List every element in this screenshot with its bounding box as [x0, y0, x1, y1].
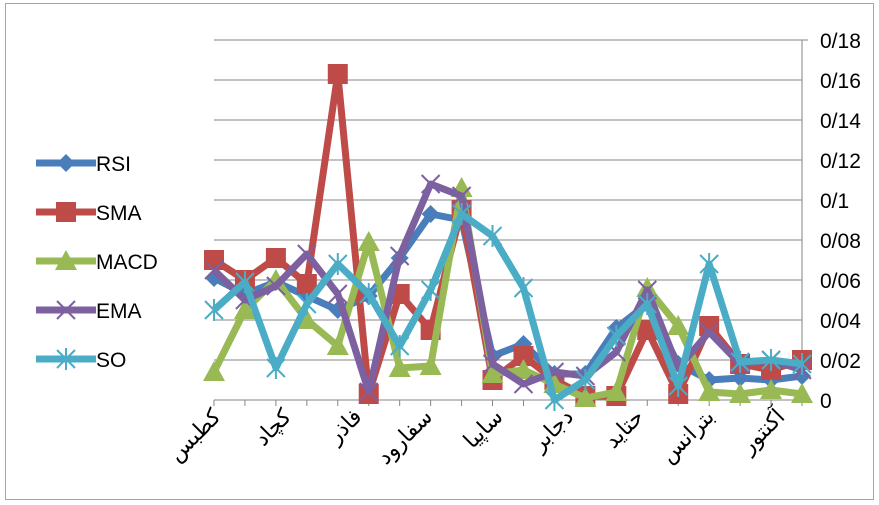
so-point — [761, 349, 781, 371]
macd-point — [357, 231, 380, 251]
x-tick-label: آكنتور — [734, 403, 791, 460]
ema-point — [266, 276, 286, 296]
macd-point — [760, 379, 783, 399]
macd-point — [605, 381, 628, 401]
so-line — [211, 210, 803, 404]
so-point — [204, 299, 224, 321]
so-point — [297, 293, 317, 315]
macd-point — [791, 383, 813, 403]
ema-point — [482, 354, 503, 374]
ema-point — [297, 244, 317, 264]
legend-label: EMA — [96, 300, 142, 323]
rsi-point — [421, 205, 440, 223]
macd-point — [698, 381, 721, 401]
sma-point — [513, 346, 534, 366]
x-tick-label: كچاد — [249, 403, 296, 450]
so-point — [730, 351, 750, 373]
macd-point — [233, 299, 256, 319]
x-tick-label: بترانس — [655, 404, 719, 468]
so-point — [513, 277, 534, 299]
legend-entry-sma: SMA — [36, 202, 142, 225]
so-point — [792, 353, 812, 375]
ema-point — [359, 382, 379, 402]
macd-point — [203, 361, 225, 381]
series-group — [203, 64, 813, 411]
so-point — [328, 253, 348, 275]
legend-marker — [56, 300, 76, 320]
so-point — [637, 293, 657, 315]
x-tick-label: ساپيا — [458, 404, 508, 454]
sma-point — [327, 64, 348, 84]
y-tick-label: 0/02 — [820, 350, 861, 373]
ema-point — [389, 246, 410, 266]
so-point — [420, 279, 441, 301]
legend-label: SO — [96, 349, 126, 372]
legend-marker — [55, 250, 77, 270]
so-point — [699, 253, 719, 275]
ema-point — [513, 374, 534, 394]
so-point — [482, 225, 503, 247]
so-point — [389, 335, 410, 357]
so-point — [606, 325, 627, 347]
y-tick-label: 0/04 — [820, 310, 861, 333]
y-tick-label: 0/12 — [820, 150, 861, 173]
ema-point — [451, 186, 472, 206]
ema-point — [204, 260, 224, 280]
legend-label: SMA — [96, 202, 142, 225]
legend-entry-ema: EMA — [36, 300, 142, 323]
series-so — [204, 203, 812, 411]
macd-point — [388, 357, 411, 377]
legend-marker — [56, 202, 76, 222]
macd-point — [574, 387, 597, 407]
x-tick-label: فاذر — [322, 404, 368, 450]
y-tick-label: 0/06 — [820, 270, 861, 293]
ema-point — [420, 174, 441, 194]
y-tick-label: 0/1 — [820, 190, 849, 213]
macd-point — [295, 309, 318, 329]
macd-point — [729, 383, 752, 403]
so-point — [359, 283, 379, 305]
chart-frame — [5, 3, 874, 500]
x-tick-label: حتايد — [599, 404, 648, 453]
y-tick-label: 0/18 — [820, 30, 861, 53]
ema-point — [328, 284, 348, 304]
legend-label: MACD — [96, 251, 158, 274]
so-point — [668, 375, 688, 397]
macd-point — [326, 335, 349, 355]
macd-point — [512, 359, 535, 379]
legend-entry-macd: MACD — [36, 250, 158, 274]
x-tick-label: كطبس — [163, 403, 226, 466]
so-point — [575, 369, 596, 391]
y-axis-ticks: 0 0/02 0/04 0/06 0/08 0/1 0/12 0/14 0/16 0/18 — [820, 30, 861, 413]
sma-point — [204, 250, 224, 270]
legend-entry-so: SO — [36, 348, 126, 372]
so-point — [266, 357, 286, 379]
so-point — [235, 271, 255, 293]
legend-entry-rsi: RSI — [36, 153, 131, 176]
x-tick-label: سفارود — [372, 404, 438, 470]
macd-point — [419, 355, 442, 375]
y-tick-label: 0 — [820, 390, 832, 413]
y-tick-label: 0/16 — [820, 70, 861, 93]
series-sma — [204, 64, 812, 406]
sma-point — [296, 274, 317, 294]
legend-label: RSI — [96, 153, 131, 176]
legend: RSI SMA MACD EMA SO — [36, 153, 158, 372]
legend-marker — [56, 348, 76, 370]
x-axis-ticks: كطبس كچاد فاذر سفارود ساپيا دجابر حتايد بترانس آ… — [163, 403, 791, 470]
macd-point — [667, 315, 690, 335]
y-tick-label: 0/14 — [820, 110, 861, 133]
x-tick-label: دجابر — [525, 404, 578, 457]
ema-point — [699, 322, 719, 342]
so-point — [451, 203, 472, 225]
macd-point — [481, 363, 504, 383]
so-point — [544, 389, 565, 411]
sma-point — [699, 316, 720, 336]
ema-point — [637, 280, 657, 300]
legend-marker — [57, 154, 75, 172]
sma-point — [265, 248, 286, 268]
y-tick-label: 0/08 — [820, 230, 861, 253]
series-ema — [204, 174, 812, 402]
